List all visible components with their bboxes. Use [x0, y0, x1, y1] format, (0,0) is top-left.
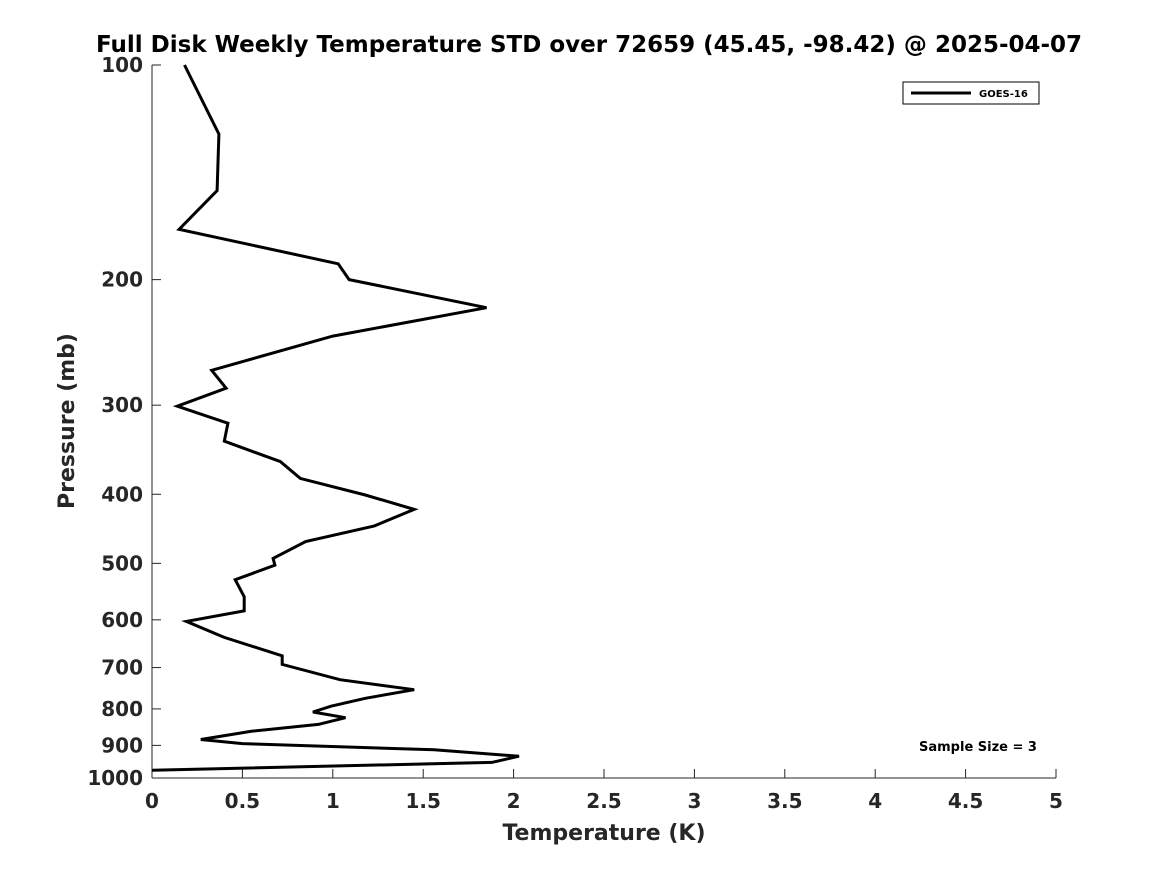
- y-tick-label: 300: [101, 393, 143, 417]
- x-axis-ticks: 0 0.5 1 1.5 2 2.5 3 3.5 4 4.5 5: [145, 769, 1063, 813]
- chart-title: Full Disk Weekly Temperature STD over 72…: [96, 32, 1082, 58]
- x-tick-label: 0.5: [225, 789, 260, 813]
- y-tick-label: 900: [101, 733, 143, 757]
- x-axis-label: Temperature (K): [502, 821, 705, 846]
- y-axis-ticks: 100 200 300 400 500 600 700 800 900 1000: [87, 53, 161, 790]
- x-tick-label: 0: [145, 789, 159, 813]
- x-tick-label: 2: [507, 789, 521, 813]
- y-tick-label: 700: [101, 656, 143, 680]
- y-tick-label: 800: [101, 697, 143, 721]
- legend-entry-goes16: GOES-16: [979, 89, 1028, 100]
- x-tick-label: 3.5: [767, 789, 802, 813]
- y-tick-label: 200: [101, 268, 143, 292]
- x-tick-label: 3: [687, 789, 701, 813]
- series-line-goes-16: [151, 64, 520, 772]
- y-tick-label: 500: [101, 551, 143, 575]
- y-axis-label: Pressure (mb): [55, 333, 80, 509]
- x-tick-label: 4.5: [948, 789, 983, 813]
- x-tick-label: 5: [1049, 789, 1063, 813]
- x-tick-label: 4: [868, 789, 882, 813]
- x-tick-label: 2.5: [586, 789, 621, 813]
- y-tick-label: 400: [101, 482, 143, 506]
- y-tick-label: 1000: [87, 766, 143, 790]
- plot-area: [151, 64, 520, 772]
- sample-size-annotation: Sample Size = 3: [919, 740, 1037, 755]
- x-tick-label: 1: [326, 789, 340, 813]
- y-tick-label: 100: [101, 53, 143, 77]
- x-tick-label: 1.5: [405, 789, 440, 813]
- y-tick-label: 600: [101, 608, 143, 632]
- legend: GOES-16: [902, 81, 1040, 105]
